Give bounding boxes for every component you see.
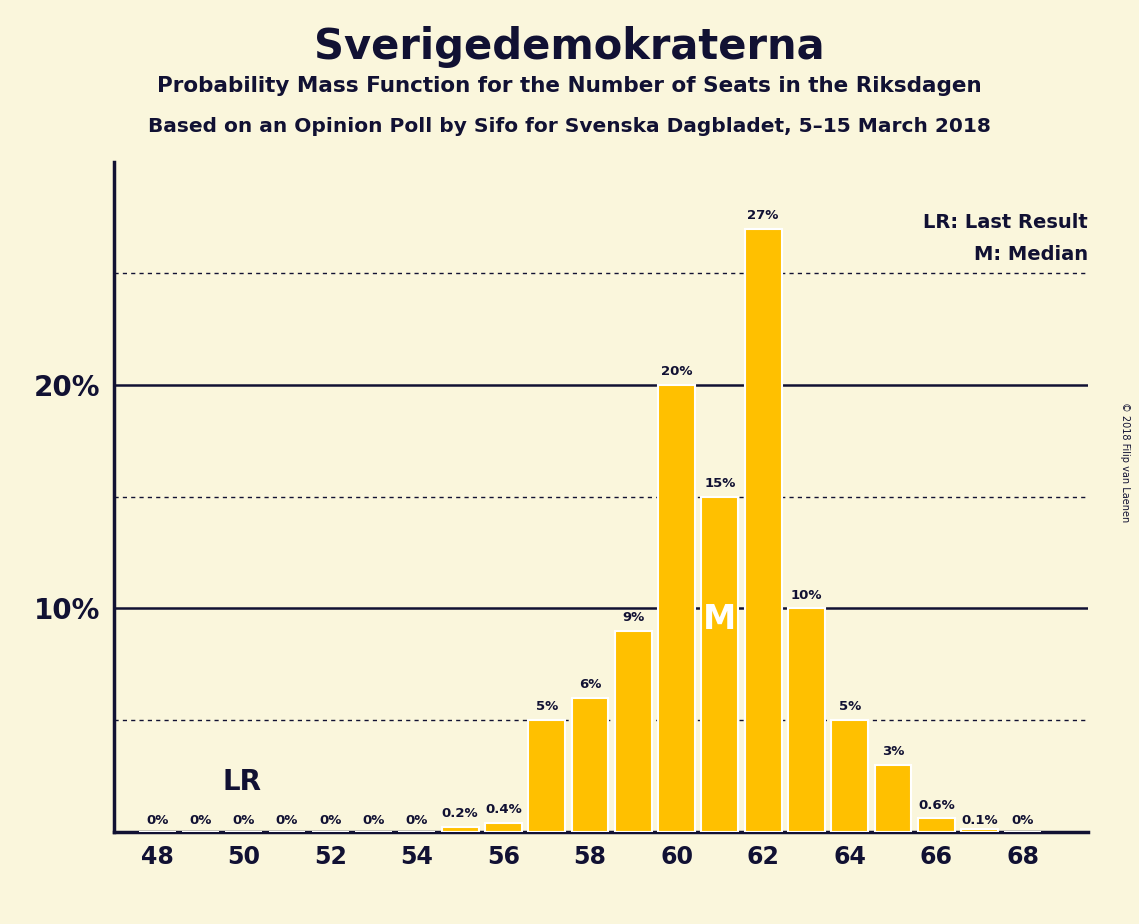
Bar (831, 720, 868, 832)
Text: 0%: 0% (319, 814, 342, 827)
Text: 6%: 6% (579, 678, 601, 691)
Text: 0%: 0% (1011, 814, 1034, 827)
Bar (702, 497, 738, 832)
Bar (658, 385, 695, 832)
Text: 0.4%: 0.4% (485, 803, 522, 816)
Text: 9%: 9% (622, 611, 645, 624)
Text: LR: LR (222, 769, 261, 796)
Bar (615, 631, 652, 832)
Bar (788, 608, 825, 832)
Text: 20%: 20% (661, 365, 693, 378)
Text: 3%: 3% (882, 745, 904, 758)
Bar (875, 765, 911, 832)
Bar (528, 720, 565, 832)
Text: 0%: 0% (405, 814, 428, 827)
Text: 0%: 0% (189, 814, 212, 827)
Text: M: Median: M: Median (974, 245, 1088, 264)
Bar (442, 827, 478, 832)
Text: LR: Last Result: LR: Last Result (923, 213, 1088, 232)
Bar (745, 229, 781, 832)
Text: Based on an Opinion Poll by Sifo for Svenska Dagbladet, 5–15 March 2018: Based on an Opinion Poll by Sifo for Sve… (148, 117, 991, 137)
Text: © 2018 Filip van Laenen: © 2018 Filip van Laenen (1121, 402, 1130, 522)
Bar (485, 822, 522, 832)
Bar (918, 819, 954, 832)
Text: 15%: 15% (704, 477, 736, 490)
Text: Sverigedemokraterna: Sverigedemokraterna (314, 26, 825, 67)
Text: 5%: 5% (535, 700, 558, 713)
Bar (572, 698, 608, 832)
Text: 0.1%: 0.1% (961, 814, 998, 827)
Bar (961, 830, 998, 832)
Text: 0.6%: 0.6% (918, 798, 954, 811)
Text: 0%: 0% (232, 814, 255, 827)
Text: 5%: 5% (838, 700, 861, 713)
Text: 27%: 27% (747, 209, 779, 222)
Text: 10%: 10% (790, 589, 822, 602)
Text: 0.2%: 0.2% (442, 808, 478, 821)
Text: 0%: 0% (146, 814, 169, 827)
Text: M: M (703, 603, 737, 636)
Text: 0%: 0% (276, 814, 298, 827)
Text: Probability Mass Function for the Number of Seats in the Riksdagen: Probability Mass Function for the Number… (157, 76, 982, 96)
Text: 0%: 0% (362, 814, 385, 827)
